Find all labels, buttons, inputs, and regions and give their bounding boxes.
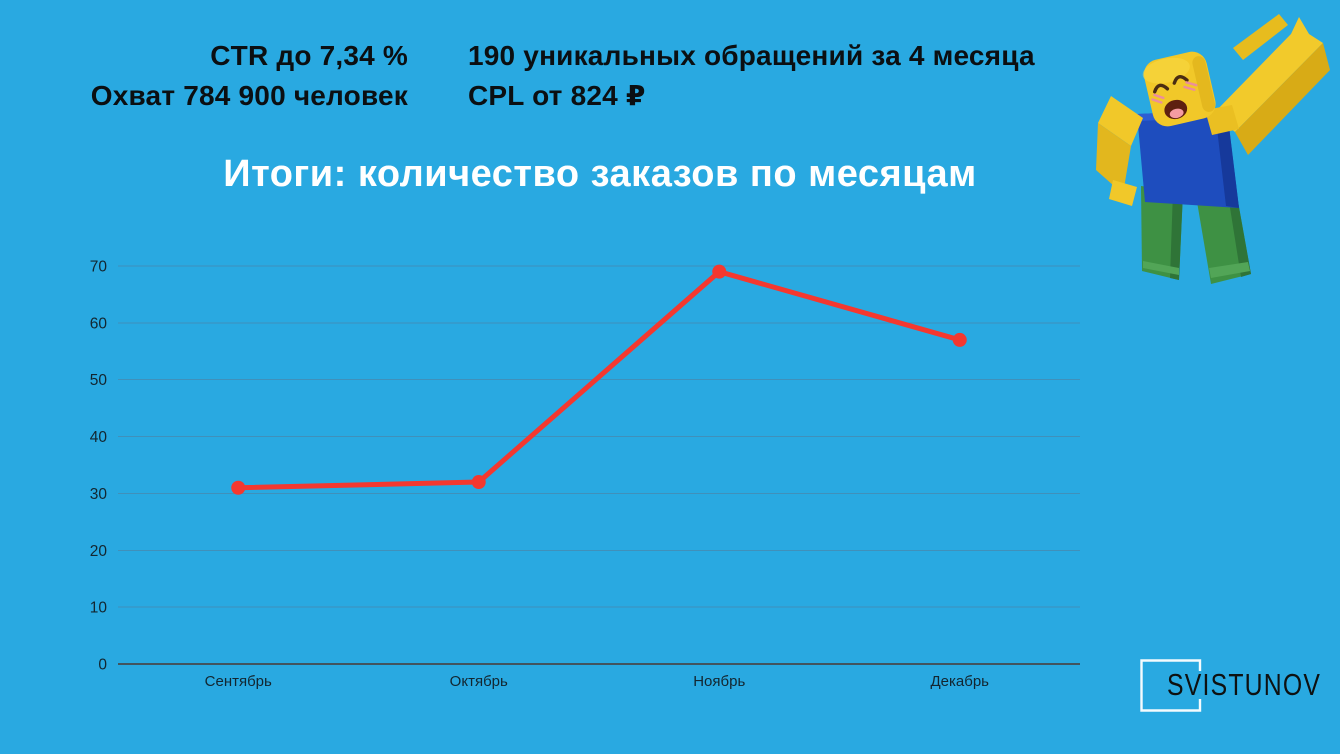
mascot-eye-left — [1153, 83, 1170, 94]
data-point — [471, 475, 486, 490]
y-tick-label: 50 — [90, 372, 108, 389]
mascot-eye-right — [1172, 75, 1189, 85]
orders-line-chart: 0 10 20 30 40 50 60 70 Сентябрь Октябрь Ноябрь Дека… — [70, 230, 1090, 705]
y-tick-label: 40 — [90, 429, 108, 446]
roblox-character-mascot — [1096, 14, 1330, 284]
stats-block-right: 190 уникальных обращений за 4 месяца CPL… — [468, 36, 1035, 116]
mascot-raised-arm — [1205, 14, 1330, 155]
data-point — [712, 264, 727, 279]
stat-leads: 190 уникальных обращений за 4 месяца — [468, 40, 1035, 71]
y-tick-label: 30 — [90, 486, 108, 503]
mascot-bent-arm — [1096, 96, 1143, 206]
x-tick-label: Декабрь — [931, 673, 990, 690]
stat-cpl: CPL от 824 ₽ — [468, 80, 646, 111]
series-line — [235, 269, 963, 491]
mascot-head — [1142, 51, 1216, 127]
stats-block-left: CTR до 7,34 % Охват 784 900 человек — [40, 36, 408, 116]
data-point — [952, 332, 967, 347]
x-tick-label: Сентябрь — [205, 673, 272, 690]
stat-reach: Охват 784 900 человек — [90, 80, 408, 111]
y-tick-label: 70 — [90, 259, 108, 276]
y-tick-label: 20 — [90, 543, 108, 560]
y-tick-label: 60 — [90, 315, 108, 332]
y-tick-label: 10 — [90, 600, 108, 617]
mascot-tongue — [1169, 108, 1184, 119]
data-point — [231, 480, 246, 495]
x-tick-label: Ноябрь — [693, 673, 745, 690]
x-tick-label: Октябрь — [450, 673, 508, 690]
logo-text: SVISTUNOV — [1167, 667, 1322, 702]
logo-svistunov: SVISTUNOV — [1140, 659, 1335, 715]
y-tick-label: 0 — [98, 657, 107, 674]
chart-title: Итоги: количество заказов по месяцам — [223, 153, 977, 195]
mascot-legs — [1141, 186, 1251, 284]
stat-ctr: CTR до 7,34 % — [210, 40, 408, 71]
logo-frame-icon — [1140, 659, 1202, 712]
